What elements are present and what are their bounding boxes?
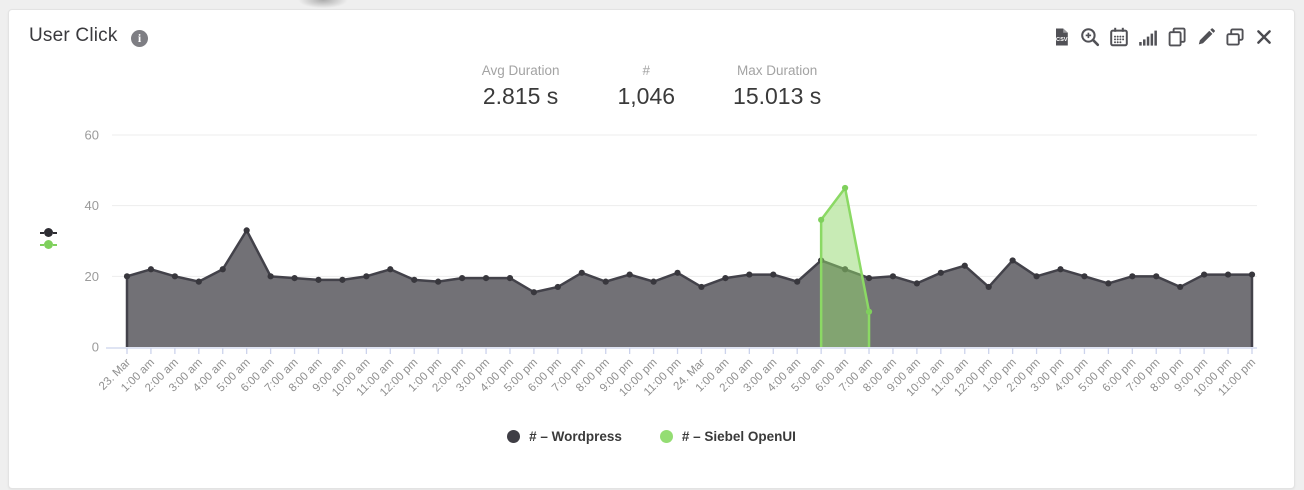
- series-markers: [40, 228, 57, 249]
- info-icon[interactable]: i: [131, 30, 148, 47]
- csv-export-icon[interactable]: CSV: [1050, 26, 1071, 47]
- widget-toolbar: CSV: [1050, 26, 1274, 47]
- stat-value: 15.013 s: [733, 83, 822, 109]
- marker-dot: [44, 240, 53, 249]
- calendar-icon[interactable]: [1108, 26, 1129, 47]
- bar-chart-icon[interactable]: [1137, 26, 1158, 47]
- marker-whisker: [40, 243, 44, 246]
- stat-count: # 1,046: [617, 63, 675, 110]
- stat-avg-duration: Avg Duration 2.815 s: [482, 63, 560, 110]
- zoom-in-icon[interactable]: [1079, 26, 1100, 47]
- svg-text:40: 40: [85, 198, 99, 213]
- svg-text:20: 20: [85, 269, 99, 284]
- legend-dot: [507, 430, 521, 443]
- page-title: User Click: [29, 25, 118, 46]
- close-icon[interactable]: [1253, 26, 1274, 47]
- stat-label: Avg Duration: [481, 63, 560, 78]
- restore-window-icon[interactable]: [1224, 26, 1245, 47]
- series-marker-wordpress[interactable]: [40, 228, 57, 237]
- copy-icon[interactable]: [1166, 26, 1187, 47]
- marker-whisker: [40, 231, 44, 234]
- marker-dot: [44, 228, 53, 237]
- edit-icon[interactable]: [1195, 26, 1216, 47]
- legend-label: # – Wordpress: [529, 429, 622, 444]
- stat-label: #: [642, 63, 651, 78]
- top-shadow-artifact: [290, 0, 356, 11]
- stat-value: 1,046: [617, 83, 676, 109]
- legend-label: # – Siebel OpenUI: [681, 429, 796, 444]
- series-marker-siebel[interactable]: [40, 240, 57, 249]
- stat-value: 2.815 s: [482, 83, 559, 109]
- stat-max-duration: Max Duration 15.013 s: [733, 63, 821, 110]
- stat-label: Max Duration: [737, 63, 818, 78]
- legend-item-siebel-openui[interactable]: # – Siebel OpenUI: [659, 429, 796, 444]
- legend-item-wordpress[interactable]: # – Wordpress: [507, 429, 622, 444]
- stats-row: Avg Duration 2.815 s # 1,046 Max Duratio…: [9, 63, 1294, 110]
- svg-text:0: 0: [92, 340, 99, 355]
- legend-dot: [659, 430, 673, 443]
- marker-whisker: [53, 231, 57, 234]
- svg-text:CSV: CSV: [1056, 37, 1068, 43]
- marker-whisker: [53, 243, 57, 246]
- user-click-widget: 0 20 40 60 23. Mar 1:00 am 2:00 am 3:00 am 4:00 …: [8, 9, 1295, 489]
- chart-legend: # – Wordpress # – Siebel OpenUI: [9, 429, 1294, 444]
- svg-text:60: 60: [85, 128, 99, 143]
